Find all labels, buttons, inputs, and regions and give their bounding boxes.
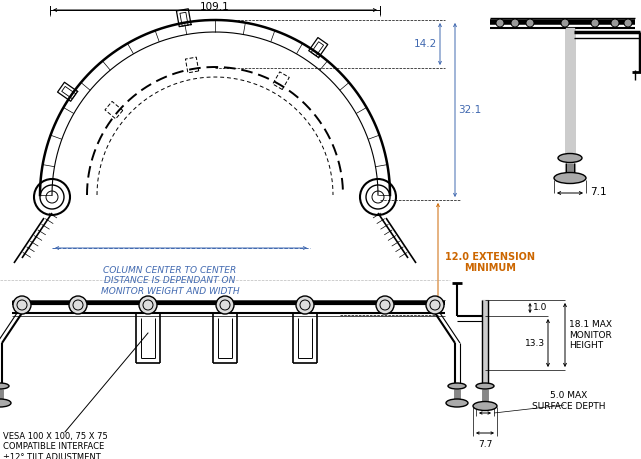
Circle shape [376, 296, 394, 314]
Ellipse shape [448, 383, 466, 389]
Circle shape [216, 296, 234, 314]
Circle shape [13, 296, 31, 314]
Circle shape [511, 19, 519, 27]
Text: 13.3: 13.3 [525, 338, 545, 347]
Text: 7.1: 7.1 [590, 187, 606, 197]
Circle shape [624, 19, 632, 27]
Text: COLUMN CENTER TO CENTER
DISTANCE IS DEPENDANT ON
MONITOR WEIGHT AND WIDTH: COLUMN CENTER TO CENTER DISTANCE IS DEPE… [101, 266, 239, 296]
Ellipse shape [446, 399, 468, 407]
Ellipse shape [473, 402, 497, 410]
Text: 109.1: 109.1 [200, 2, 230, 12]
Text: 12.0 EXTENSION
MINIMUM: 12.0 EXTENSION MINIMUM [445, 252, 535, 273]
Circle shape [526, 19, 534, 27]
Circle shape [591, 19, 599, 27]
Circle shape [496, 19, 504, 27]
Circle shape [611, 19, 619, 27]
Text: 1.0: 1.0 [533, 303, 547, 313]
Circle shape [561, 19, 569, 27]
Ellipse shape [476, 383, 494, 389]
Ellipse shape [0, 383, 9, 389]
Text: 7.7: 7.7 [478, 440, 492, 449]
Circle shape [296, 296, 314, 314]
Circle shape [139, 296, 157, 314]
Text: 32.1: 32.1 [458, 105, 481, 115]
Ellipse shape [554, 173, 586, 184]
Circle shape [69, 296, 87, 314]
Text: 5.0 MAX
SURFACE DEPTH: 5.0 MAX SURFACE DEPTH [532, 392, 606, 411]
Ellipse shape [558, 153, 582, 162]
Circle shape [426, 296, 444, 314]
Text: VESA 100 X 100, 75 X 75
COMPATIBLE INTERFACE
±12° TILT ADJUSTMENT: VESA 100 X 100, 75 X 75 COMPATIBLE INTER… [3, 432, 108, 459]
Text: 18.1 MAX
MONITOR
HEIGHT: 18.1 MAX MONITOR HEIGHT [569, 320, 612, 350]
Ellipse shape [0, 399, 11, 407]
Text: 14.2: 14.2 [413, 39, 437, 49]
